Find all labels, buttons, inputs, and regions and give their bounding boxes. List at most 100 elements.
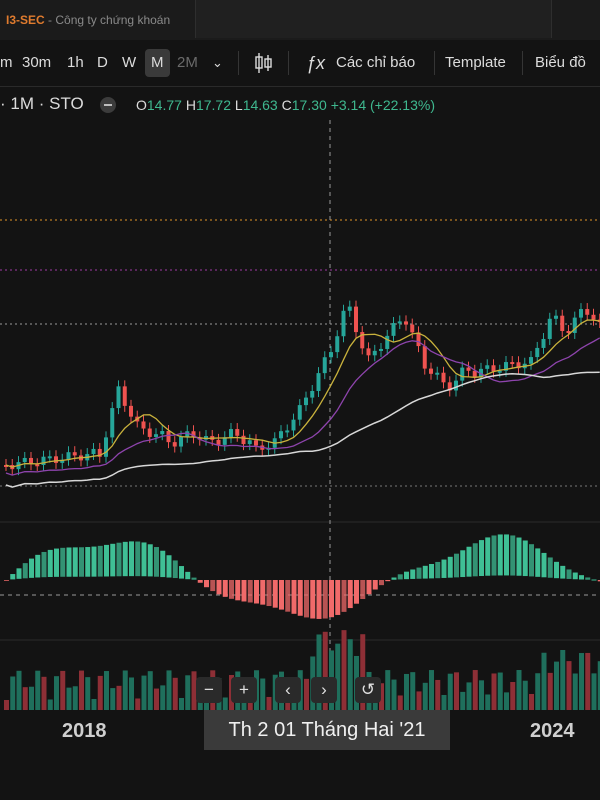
zoom-out-button[interactable]: − xyxy=(196,677,222,703)
price-candle xyxy=(129,405,133,417)
interval-week[interactable]: W xyxy=(122,54,137,71)
macd-bar xyxy=(416,567,422,579)
price-candle xyxy=(241,435,246,445)
x-axis-label-2024: 2024 xyxy=(530,720,575,742)
interval-30m[interactable]: 30m xyxy=(22,54,52,71)
price-candle xyxy=(466,367,471,371)
price-candle xyxy=(416,332,421,347)
volume-bar xyxy=(266,696,272,710)
volume-bar xyxy=(316,634,322,710)
volume-bar xyxy=(529,693,534,710)
price-candle xyxy=(216,439,221,445)
volume-bar xyxy=(304,678,309,710)
macd-bar xyxy=(254,580,259,604)
volume-bar xyxy=(435,679,441,710)
macd-bar xyxy=(129,541,134,577)
volume-bar xyxy=(41,676,47,710)
price-candle xyxy=(479,368,483,377)
scroll-left-button[interactable]: ‹ xyxy=(275,677,301,703)
macd-bar xyxy=(247,580,253,603)
price-candle xyxy=(316,373,321,391)
macd-bar xyxy=(447,556,453,578)
hide-series-icon[interactable] xyxy=(100,97,116,113)
volume-bar xyxy=(579,653,584,710)
toolbar-divider xyxy=(522,51,523,75)
macd-bar xyxy=(266,580,272,607)
macd-bar xyxy=(279,580,284,610)
price-candle xyxy=(535,347,540,358)
volume-bar xyxy=(516,670,522,710)
price-candle xyxy=(66,452,71,460)
template-button[interactable]: Template xyxy=(445,54,506,71)
toolbar-divider xyxy=(288,51,289,75)
scroll-right-button[interactable]: › xyxy=(311,677,337,703)
volume-bar xyxy=(460,691,466,710)
volume-bar xyxy=(360,634,366,710)
price-candle xyxy=(366,348,371,356)
macd-bar xyxy=(16,568,22,579)
macd-bar xyxy=(229,580,234,599)
price-candle xyxy=(47,456,52,459)
price-candle xyxy=(22,457,27,463)
price-candle xyxy=(72,452,77,456)
reset-chart-button[interactable]: ↺ xyxy=(355,677,381,703)
price-candle xyxy=(29,457,33,465)
volume-bar xyxy=(416,691,422,710)
macd-bar xyxy=(297,580,303,616)
price-candle xyxy=(91,448,96,455)
zoom-in-button[interactable]: + xyxy=(231,677,257,703)
volume-bar xyxy=(97,675,103,710)
price-chart[interactable] xyxy=(0,120,600,715)
macd-bar xyxy=(91,546,97,577)
chevron-down-icon[interactable]: ⌄ xyxy=(212,55,223,70)
volume-bar xyxy=(4,700,9,710)
price-candle xyxy=(4,465,8,467)
toolbar-divider xyxy=(434,51,435,75)
macd-bar xyxy=(597,580,600,582)
brand-subtitle: Công ty chứng khoán xyxy=(55,13,171,27)
price-candle xyxy=(197,437,202,440)
macd-bar xyxy=(347,580,353,609)
price-candle xyxy=(147,428,152,437)
candlestick-icon[interactable] xyxy=(254,51,274,79)
volume-bar xyxy=(47,699,53,710)
volume-bar xyxy=(491,673,497,710)
macd-bar xyxy=(41,551,47,578)
price-candle xyxy=(391,323,396,336)
volume-bar xyxy=(404,673,409,710)
price-candle xyxy=(204,436,208,440)
macd-bar xyxy=(460,550,466,578)
interval-minute[interactable]: m xyxy=(0,54,13,71)
price-candle xyxy=(491,365,496,372)
price-candle xyxy=(291,419,296,431)
macd-bar xyxy=(322,580,328,619)
open-value: 14.77 xyxy=(146,97,182,113)
macd-bar xyxy=(185,571,191,580)
interval-1h[interactable]: 1h xyxy=(67,54,84,71)
price-candle xyxy=(110,408,115,438)
price-candle xyxy=(97,448,102,457)
volume-bar xyxy=(91,698,97,710)
macd-bar xyxy=(122,541,128,577)
price-candle xyxy=(397,321,402,324)
toolbar-divider xyxy=(238,51,239,75)
macd-bar xyxy=(10,574,16,580)
chart-settings-button[interactable]: Biểu đồ xyxy=(535,54,586,71)
volume-bar xyxy=(541,652,547,710)
indicators-button[interactable]: Các chỉ báo xyxy=(336,54,416,71)
macd-bar xyxy=(422,565,428,579)
price-candle xyxy=(285,430,290,433)
volume-bar xyxy=(29,686,34,710)
price-candle xyxy=(54,456,58,463)
interval-month[interactable]: M xyxy=(145,49,170,77)
macd-bar xyxy=(272,580,278,608)
function-fx-icon[interactable]: ƒx xyxy=(306,53,326,73)
volume-bar xyxy=(522,680,528,710)
interval-day[interactable]: D xyxy=(97,54,108,71)
interval-2month[interactable]: 2M xyxy=(177,54,198,71)
volume-bar xyxy=(141,675,147,710)
macd-bar xyxy=(491,535,497,576)
volume-bar xyxy=(485,694,491,710)
macd-bar xyxy=(191,577,197,580)
macd-bar xyxy=(316,580,322,619)
